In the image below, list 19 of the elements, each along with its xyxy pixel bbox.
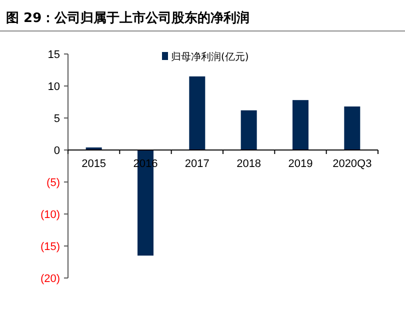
- bar: [240, 110, 257, 150]
- x-tick-label: 2017: [184, 158, 210, 170]
- x-tick-label: 2018: [236, 158, 262, 170]
- y-tick-label: 15: [48, 49, 60, 61]
- y-tick-label: (15): [40, 241, 60, 253]
- y-tick-label: 5: [54, 113, 60, 125]
- y-tick-label: (20): [40, 273, 60, 285]
- y-tick-label: (10): [40, 209, 60, 221]
- y-tick-label: (5): [46, 177, 60, 189]
- x-tick-label: 2020Q3: [332, 158, 372, 170]
- x-tick-label: 2019: [288, 158, 313, 170]
- chart-title: 图 29：公司归属于上市公司股东的净利润: [6, 10, 250, 26]
- bar: [292, 100, 308, 150]
- y-tick-label: 0: [54, 145, 60, 157]
- bar: [189, 76, 206, 150]
- legend-label: 归母净利润(亿元): [171, 51, 249, 63]
- y-tick-label: 10: [48, 81, 60, 93]
- bar: [344, 106, 360, 150]
- x-tick-label: 2015: [82, 158, 106, 170]
